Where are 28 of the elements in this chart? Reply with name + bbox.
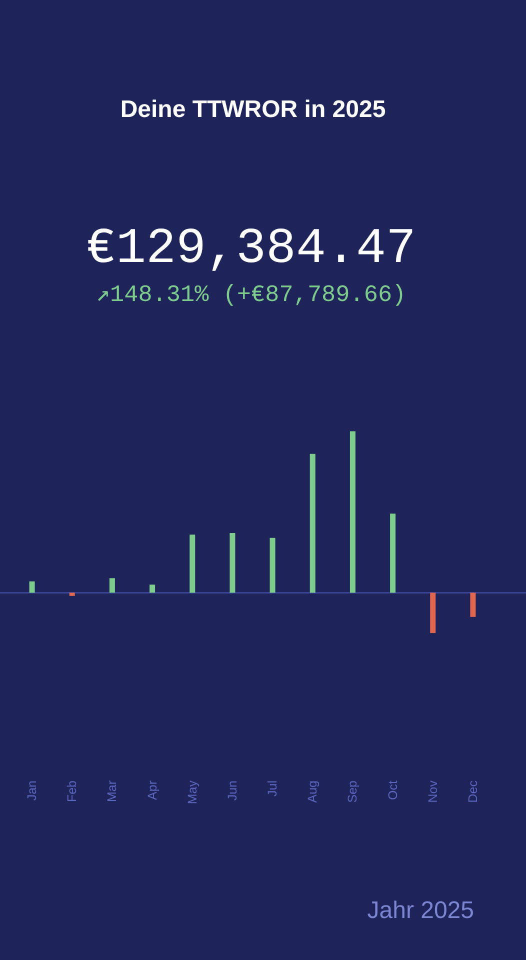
x-tick-label: Jul xyxy=(266,780,280,796)
x-tick-label: Apr xyxy=(145,780,160,800)
bar xyxy=(310,454,316,593)
x-tick-label: Oct xyxy=(386,780,400,800)
bar xyxy=(69,592,75,596)
x-tick-label: May xyxy=(185,780,200,804)
x-tick-label: Sep xyxy=(346,780,360,803)
text: Jahr 2025 xyxy=(367,897,474,924)
x-tick-label: Jun xyxy=(225,780,240,801)
x-tick-label: Dec xyxy=(466,780,480,803)
x-tick-label: Nov xyxy=(426,780,440,803)
bar xyxy=(470,592,476,617)
bar xyxy=(190,534,196,593)
chart-subtitle: €129,384.47 xyxy=(86,221,416,278)
bar xyxy=(430,592,436,634)
x-tick-label: Jan xyxy=(25,780,40,801)
bar xyxy=(350,431,356,593)
bar xyxy=(109,578,115,593)
bar xyxy=(230,532,236,593)
bar xyxy=(270,538,276,593)
chart-title: Deine TTWROR in 2025 xyxy=(120,96,386,123)
bar xyxy=(390,514,396,593)
x-tick-label: Aug xyxy=(306,780,320,803)
text: ↗148.31% (+€87,789.66) xyxy=(96,282,406,309)
bar xyxy=(29,581,35,593)
bar xyxy=(150,584,156,593)
x-tick-label: Mar xyxy=(105,780,120,802)
x-tick-label: Feb xyxy=(65,780,80,802)
